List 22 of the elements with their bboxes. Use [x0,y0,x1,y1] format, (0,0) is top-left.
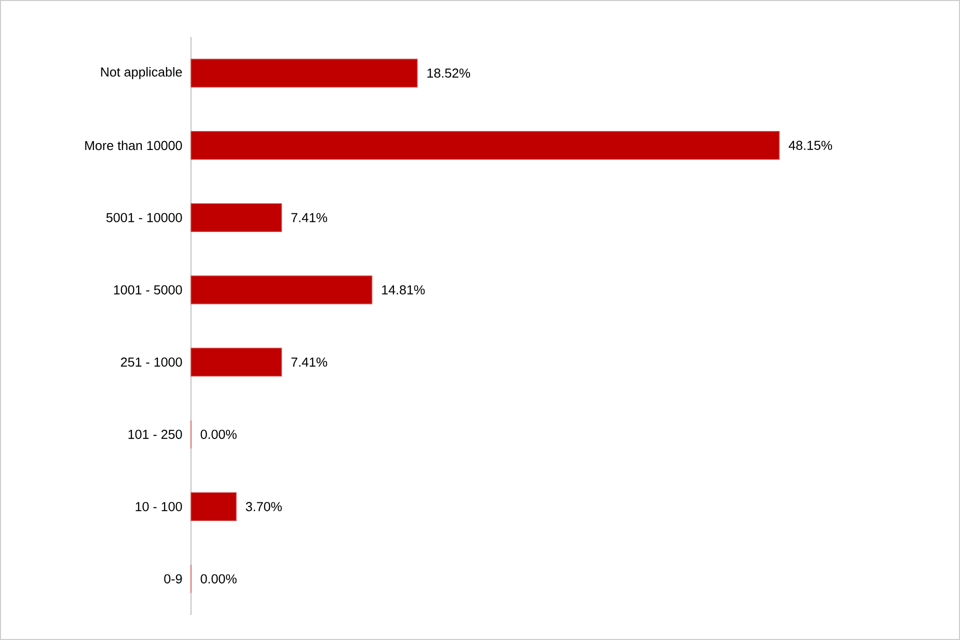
data-label: 7.41% [291,358,328,367]
bar [190,203,282,232]
bar [190,348,282,377]
y-tick-label: 1001 - 5000 [114,285,182,294]
y-tick-label: 10 - 100 [136,502,182,512]
data-label: 48.15% [788,140,832,150]
y-tick-label: Not applicable [101,67,182,80]
bar [190,58,418,88]
y-tick-label: 5001 - 10000 [106,213,182,222]
y-tick-label: More than 10000 [85,140,182,150]
bar [190,275,372,304]
data-label: 3.70% [246,502,282,512]
data-label: 0.00% [200,430,237,439]
y-tick-label: 251 - 1000 [120,358,182,367]
y-tick-label: 0-9 [164,574,182,584]
y-tick-label: 101 - 250 [128,430,182,439]
data-label: 0.00% [200,574,237,584]
data-label: 14.81% [382,285,425,294]
bar [190,492,237,522]
bar [190,130,780,160]
data-label: 7.41% [291,213,328,222]
data-label: 18.52% [427,68,470,78]
